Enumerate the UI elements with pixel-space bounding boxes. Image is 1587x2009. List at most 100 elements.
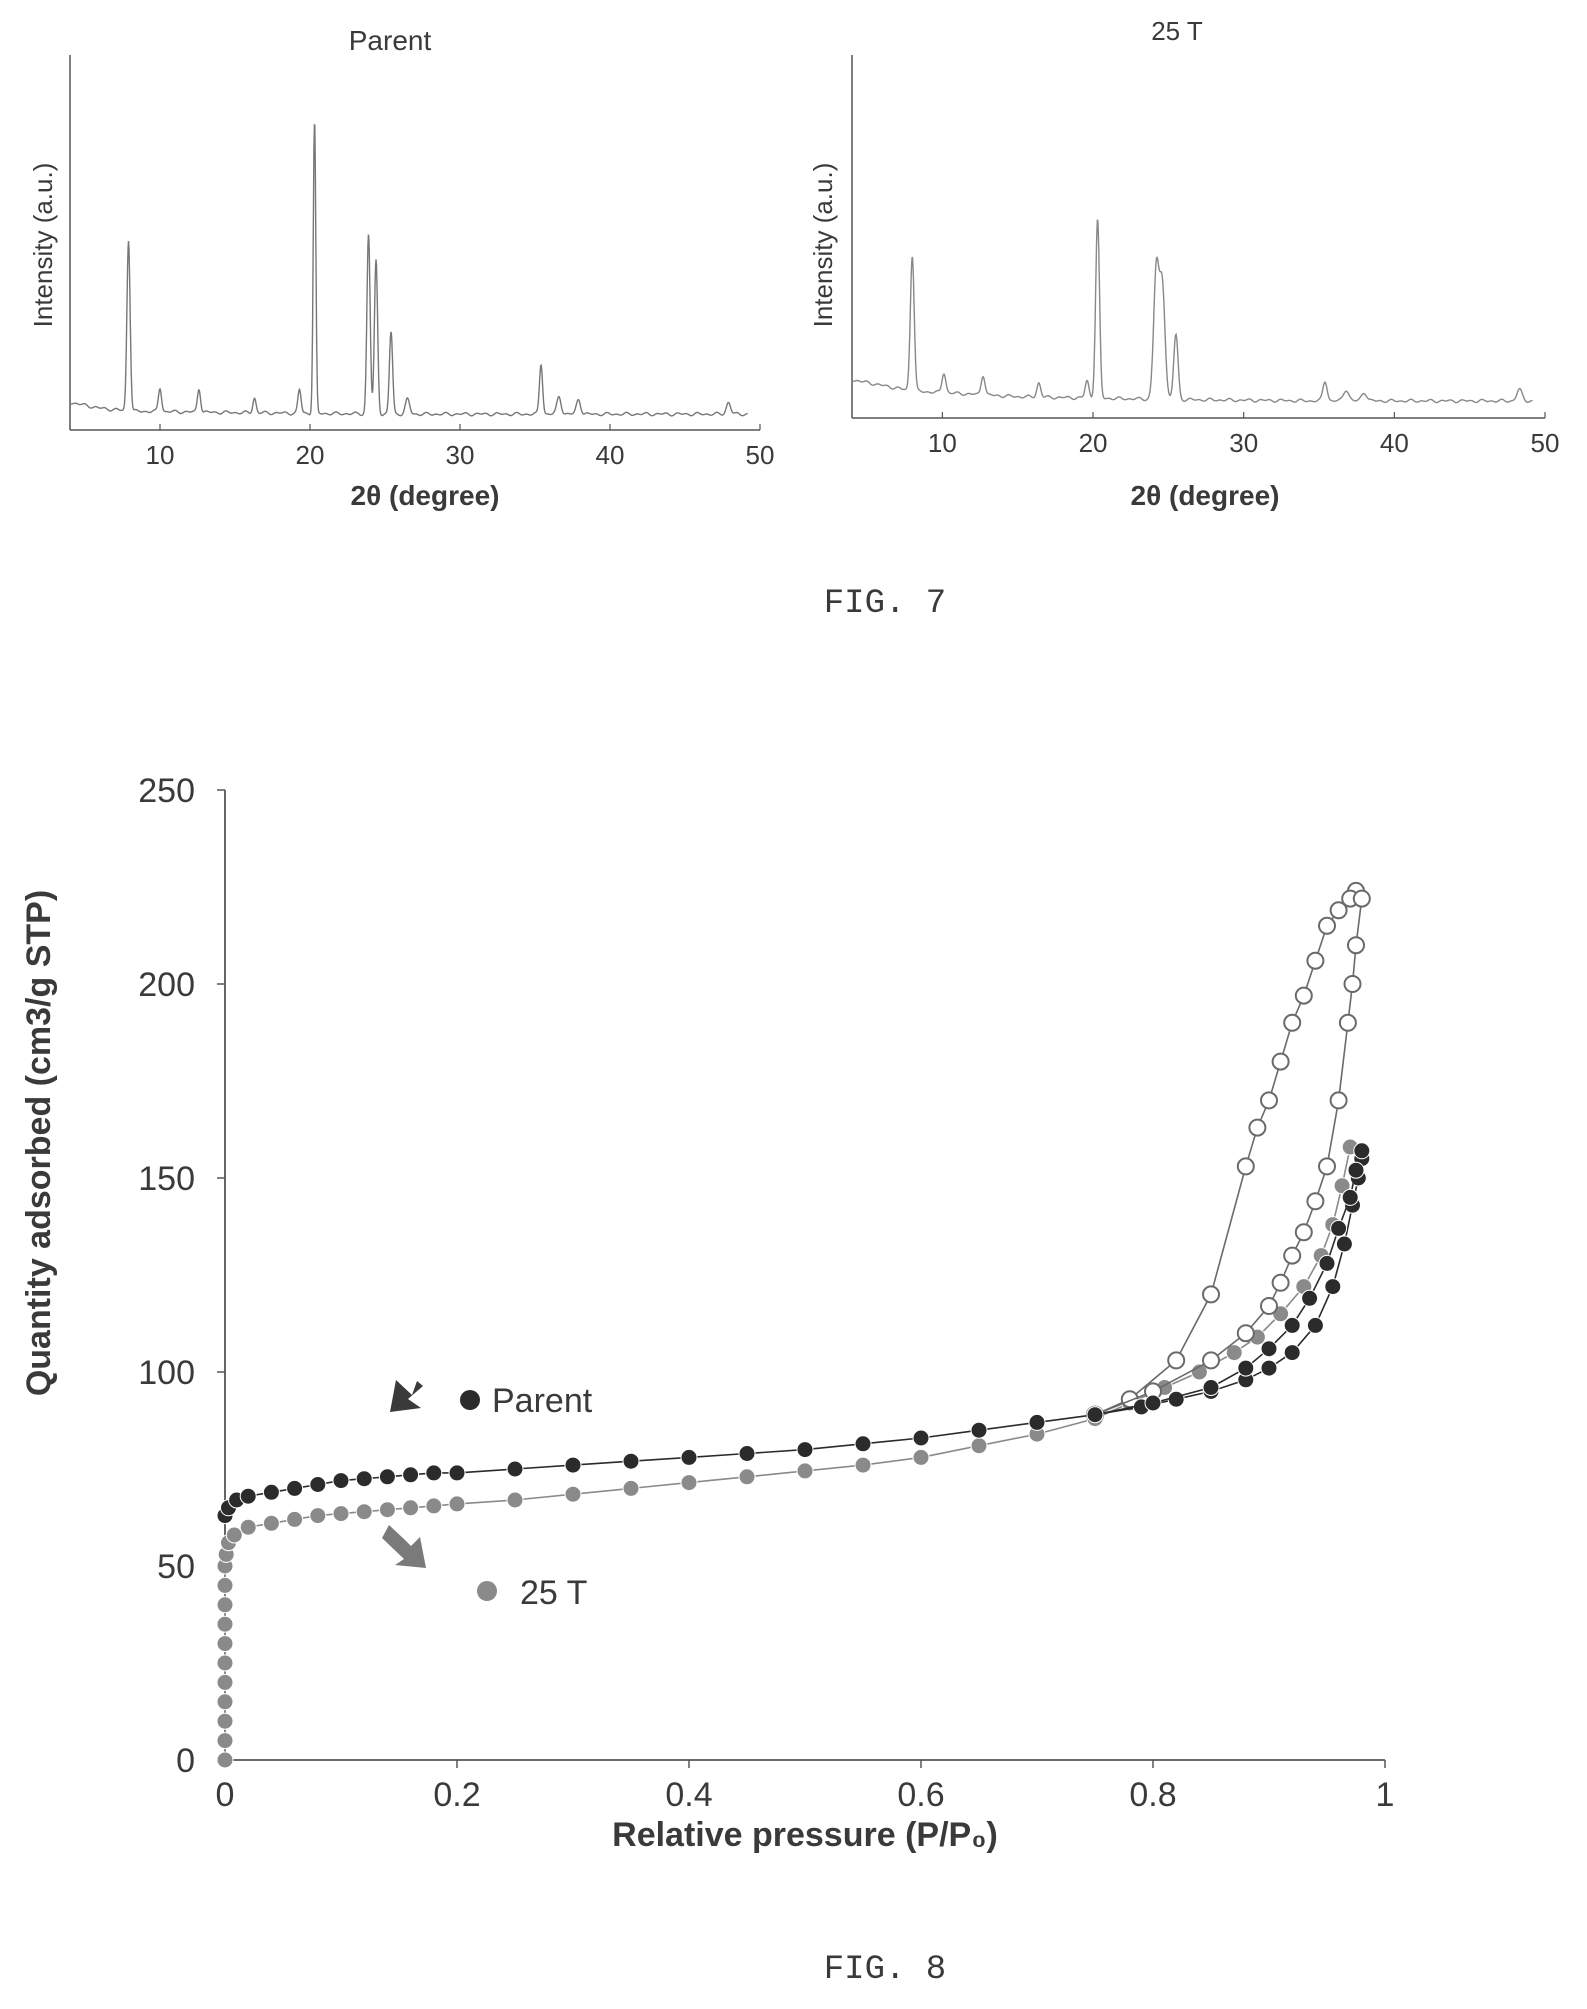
t25-adsorption-point (622, 1479, 640, 1497)
t25-annotation: 25 T (382, 1525, 587, 1612)
t25-adsorption-point (1225, 1344, 1243, 1362)
t25-desorption-point (1318, 916, 1336, 935)
parent-desorption-point (1283, 1316, 1301, 1334)
isotherm-y-tick-label: 250 (138, 772, 195, 810)
t25-desorption-point (1236, 1324, 1255, 1343)
xrd-25t-tick-label: 10 (928, 428, 957, 458)
t25-adsorption-point (225, 1526, 243, 1544)
t25-desorption-point (1347, 936, 1365, 955)
t25-desorption-line (1094, 898, 1363, 1416)
t25-adsorption-point (216, 1576, 234, 1594)
t25-arrow-icon (382, 1525, 426, 1568)
parent-adsorption-point (425, 1464, 443, 1482)
parent-adsorption-line (224, 1158, 1363, 1516)
parent-desorption-point (1260, 1340, 1278, 1358)
parent-desorption-point (1347, 1161, 1365, 1179)
t25-desorption-point (1294, 986, 1313, 1005)
parent-desorption-point (1202, 1379, 1220, 1396)
xrd-parent-tick-label: 30 (446, 440, 475, 470)
t25-desorption-point (1306, 1192, 1325, 1211)
t25-adsorption-point (402, 1499, 420, 1517)
parent-adsorption-point (912, 1429, 930, 1447)
isotherm-x-tick-label: 0.2 (433, 1776, 480, 1814)
t25-desorption-point (1283, 1246, 1302, 1265)
xrd-25t-ylabel: Intensity (a.u.) (808, 163, 838, 328)
xrd-25t-tick-label: 20 (1079, 428, 1108, 458)
parent-adsorption-point (378, 1468, 396, 1486)
xrd-parent-tick-label: 50 (746, 440, 775, 470)
isotherm-y-tick-label: 150 (138, 1160, 195, 1198)
t25-adsorption-point (332, 1505, 350, 1523)
fig8-caption: FIG. 8 (824, 1951, 946, 1989)
t25-adsorption-point (216, 1654, 234, 1672)
isotherm-ylabel: Quantity adsorbed (cm3/g STP) (20, 890, 58, 1396)
parent-desorption-point (1353, 1142, 1371, 1160)
t25-desorption-point (1329, 1091, 1348, 1110)
parent-adsorption-point (262, 1483, 280, 1501)
xrd-parent-ylabel: Intensity (a.u.) (28, 163, 58, 328)
parent-desorption-point (1330, 1219, 1348, 1237)
t25-adsorption-point (680, 1474, 698, 1492)
parent-desorption-point (1341, 1188, 1359, 1206)
parent-desorption-point (1237, 1359, 1255, 1377)
t25-adsorption-point (216, 1673, 234, 1691)
isotherm-chart: Quantity adsorbed (cm3/g STP) 0 50 100 150 2… (20, 772, 1394, 1854)
parent-adsorption-point (680, 1448, 698, 1466)
parent-adsorption-point (622, 1452, 640, 1470)
t25-adsorption-point (216, 1596, 234, 1614)
isotherm-x-tick-label: 0.6 (897, 1776, 944, 1814)
xrd-25t-tick-label: 30 (1229, 428, 1258, 458)
parent-adsorption-point (1306, 1316, 1324, 1334)
xrd-parent-title: Parent (349, 25, 432, 56)
t25-adsorption-point (309, 1507, 327, 1525)
parent-desorption-line (1094, 1150, 1363, 1416)
xrd-25t-pattern-line (851, 219, 1533, 404)
xrd-parent-xlabel: 2θ (degree) (351, 480, 500, 511)
t25-desorption-point (1338, 1013, 1357, 1032)
t25-desorption-point (1260, 1091, 1278, 1110)
t25-adsorption-point (378, 1501, 396, 1519)
xrd-parent-tick-label: 10 (146, 440, 175, 470)
t25-adsorption-point (912, 1448, 930, 1466)
t25-desorption-point (1202, 1351, 1220, 1370)
xrd-parent-pattern-line (69, 123, 748, 417)
parent-desorption-point (1144, 1394, 1162, 1412)
fig7-caption: FIG. 7 (824, 585, 946, 623)
t25-desorption-point (1329, 901, 1348, 920)
t25-desorption-point (1306, 951, 1325, 970)
parent-adsorption-point (738, 1445, 756, 1462)
parent-adsorption-point (332, 1472, 350, 1490)
isotherm-xlabel: Relative pressure (P/P₀) (612, 1816, 998, 1854)
t25-desorption-point (1343, 975, 1362, 993)
xrd-25t-ticks: 10 20 30 40 50 (928, 412, 1559, 458)
t25-adsorption-point (796, 1462, 814, 1480)
parent-adsorption-point (1335, 1235, 1353, 1253)
parent-desorption-point (1318, 1254, 1336, 1272)
t25-desorption-point (1271, 1273, 1290, 1292)
isotherm-xlabel-text: Relative pressure (P/P₀) (612, 1816, 998, 1854)
parent-adsorption-point (506, 1460, 524, 1478)
t25-adsorption-point (239, 1518, 257, 1536)
isotherm-x-tick-label: 0.4 (665, 1776, 712, 1814)
t25-desorption-point (1294, 1223, 1313, 1242)
parent-adsorption-point (854, 1435, 872, 1453)
parent-adsorption-point (355, 1470, 373, 1488)
parent-arrow-icon (390, 1380, 423, 1412)
parent-adsorption-point (309, 1476, 327, 1493)
t25-desorption-point (1271, 1052, 1290, 1071)
t25-adsorption-point (355, 1503, 373, 1521)
t25-adsorption-point (216, 1635, 234, 1653)
t25-adsorption-point (216, 1615, 234, 1633)
xrd-25t-title: 25 T (1151, 16, 1203, 46)
parent-desorption-point (1086, 1406, 1104, 1424)
parent-legend-marker (460, 1390, 480, 1410)
t25-desorption-point (1260, 1297, 1278, 1315)
parent-adsorption-point (970, 1421, 988, 1439)
t25-adsorption-point (216, 1693, 234, 1711)
t25-desorption-point (1236, 1157, 1255, 1176)
parent-adsorption-point (239, 1487, 257, 1505)
xrd-25t-tick-label: 40 (1380, 428, 1409, 458)
t25-adsorption-point (216, 1751, 234, 1769)
t25-adsorption-point (1333, 1177, 1351, 1195)
